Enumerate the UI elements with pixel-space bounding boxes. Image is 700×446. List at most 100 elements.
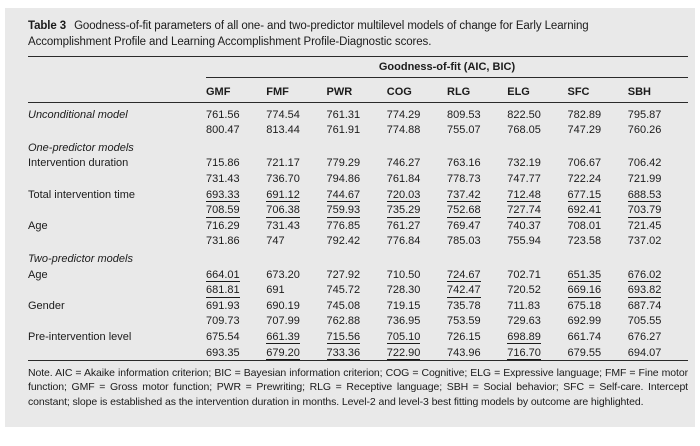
value: 731.43 <box>266 219 300 232</box>
value-cell: 759.93 <box>326 202 387 218</box>
value-cell: 677.15 <box>567 186 628 203</box>
value-cell: 761.91 <box>327 122 387 138</box>
span-header-row: Goodness-of-fit (AIC, BIC) <box>28 56 688 78</box>
value-cell: 706.42 <box>628 155 688 171</box>
value-cell: 708.01 <box>568 217 628 233</box>
value: 747.77 <box>507 172 541 185</box>
value-cell: 692.41 <box>567 202 628 218</box>
table-caption: Goodness-of-fit parameters of all one- a… <box>28 20 589 48</box>
column-header: COG <box>386 77 447 103</box>
value-cell: 702.71 <box>507 266 567 282</box>
value: 679.55 <box>567 346 602 359</box>
value: 761.84 <box>386 172 421 185</box>
row-label <box>28 170 206 186</box>
column-header: ELG <box>507 77 568 103</box>
value: 735.78 <box>447 299 481 312</box>
highlighted-value: 693.82 <box>627 284 662 298</box>
highlighted-value: 705.10 <box>386 330 421 345</box>
value: 706.67 <box>567 157 602 170</box>
row-label: Gender <box>28 299 65 312</box>
value-cell: 800.47 <box>206 122 266 138</box>
value: 769.47 <box>447 219 481 232</box>
value: 763.16 <box>447 157 481 170</box>
highlighted-value: 703.79 <box>627 204 662 218</box>
value: 753.59 <box>447 315 481 328</box>
highlighted-value: 693.33 <box>206 188 240 203</box>
value-cell: 712.48 <box>507 186 567 203</box>
value-cell: 760.26 <box>628 122 688 138</box>
value-cell: 722.90 <box>386 344 447 360</box>
value: 731.86 <box>206 235 240 248</box>
value-cell: 778.73 <box>447 170 507 186</box>
value-cell: 728.30 <box>387 282 447 298</box>
value-cell: 774.54 <box>266 103 326 122</box>
value-cell: 755.94 <box>507 233 567 249</box>
value-cell: 747.29 <box>568 122 628 138</box>
table-row: 731.86 747 792.42 776.84 785.03 755.94 723.58 7… <box>28 233 688 249</box>
value: 675.54 <box>206 330 240 343</box>
value-cell: 737.02 <box>628 233 688 249</box>
value-cell: 736.70 <box>266 170 326 186</box>
value-cell: 776.85 <box>327 217 387 233</box>
highlighted-value: 752.68 <box>447 204 481 218</box>
highlighted-value: 679.20 <box>266 346 300 360</box>
value: 774.29 <box>386 108 421 121</box>
value-cell: 675.18 <box>568 297 628 313</box>
highlighted-value: 722.90 <box>386 346 421 360</box>
value-cell: 733.36 <box>326 344 387 360</box>
value: 745.72 <box>326 284 361 297</box>
value: 778.73 <box>447 172 481 185</box>
value-cell: 693.82 <box>627 282 688 298</box>
value: 785.03 <box>447 235 481 248</box>
value: 721.99 <box>627 172 662 185</box>
value-cell: 661.74 <box>568 328 628 344</box>
span-header: Goodness-of-fit (AIC, BIC) <box>206 56 688 78</box>
value: 736.95 <box>386 315 421 328</box>
value-cell: 708.59 <box>206 202 266 218</box>
value: 768.05 <box>507 124 541 137</box>
table-row: Age 664.01 673.20 727.92 710.50 724.67 702.71 6… <box>28 266 688 283</box>
value: 794.86 <box>326 172 361 185</box>
value-cell: 707.99 <box>266 313 326 329</box>
value: 762.88 <box>326 315 361 328</box>
value: 676.27 <box>627 330 662 343</box>
section-header: Two-predictor models <box>28 252 133 265</box>
value-cell: 694.07 <box>628 344 688 360</box>
value: 800.47 <box>206 124 240 137</box>
value-cell: 715.56 <box>326 328 387 345</box>
value: 747.29 <box>567 124 602 137</box>
column-header: RLG <box>447 77 508 103</box>
value-cell: 676.27 <box>628 328 688 344</box>
value-cell: 743.96 <box>447 344 507 360</box>
highlighted-value: 708.59 <box>206 204 240 218</box>
value: 761.56 <box>206 108 240 121</box>
value-cell: 753.59 <box>447 313 507 329</box>
value-cell: 774.29 <box>387 103 447 122</box>
value-cell: 740.37 <box>507 217 567 233</box>
value-cell: 693.33 <box>206 186 266 203</box>
value: 755.94 <box>507 235 541 248</box>
value-cell: 744.67 <box>326 186 387 203</box>
value: 720.52 <box>507 284 541 297</box>
value-cell: 755.07 <box>447 122 507 138</box>
value-cell: 795.87 <box>628 103 688 122</box>
value-cell: 664.01 <box>206 266 266 283</box>
value-cell: 705.55 <box>628 313 688 329</box>
highlighted-value: 742.47 <box>447 284 481 298</box>
value-cell: 692.99 <box>568 313 628 329</box>
value-cell: 681.81 <box>206 282 266 298</box>
value-cell: 762.88 <box>327 313 387 329</box>
table-panel: Table 3 Goodness-of-fit parameters of all… <box>5 8 695 427</box>
highlighted-value: 733.36 <box>326 346 361 360</box>
value: 743.96 <box>447 346 481 359</box>
value-cell: 691 <box>266 282 326 298</box>
value: 761.31 <box>326 108 361 121</box>
row-label: Age <box>28 268 48 281</box>
value-cell: 745.72 <box>327 282 387 298</box>
value-cell: 774.88 <box>387 122 447 138</box>
value: 719.15 <box>386 299 421 312</box>
value: 732.19 <box>507 157 541 170</box>
table-row: Age 716.29 731.43 776.85 761.27 769.47 740.37 7… <box>28 217 688 233</box>
value: 702.71 <box>507 268 541 281</box>
highlighted-value: 727.74 <box>507 204 541 218</box>
